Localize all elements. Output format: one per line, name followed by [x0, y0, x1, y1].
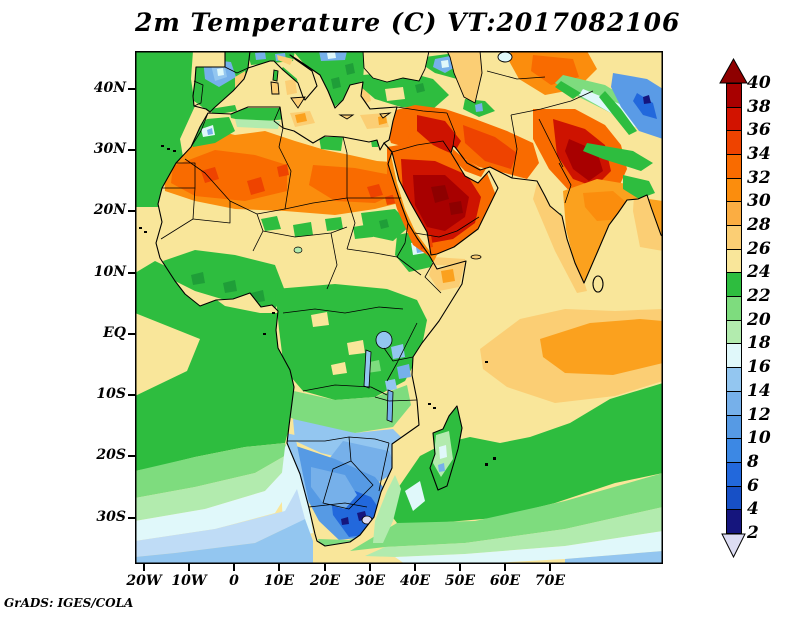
lon-label-20E: 20E	[309, 573, 341, 589]
colorbar-label-38: 38	[747, 96, 771, 117]
colorbar-under-arrow	[721, 533, 746, 558]
inland-seas-and-lakes	[293, 51, 513, 423]
lat-label-30N: 30N	[93, 141, 126, 157]
map-frame	[135, 51, 663, 564]
colorbar-label-12: 12	[747, 404, 771, 425]
colorbar-segment-14-16	[726, 367, 742, 392]
colorbar-segment-34-36	[726, 130, 742, 156]
colorbar-segment-8-10	[726, 438, 742, 463]
lat-label-10N: 10N	[93, 264, 126, 280]
colorbar-segment-36-38	[726, 106, 742, 132]
lat-label-20S: 20S	[96, 447, 126, 463]
lon-label-60E: 60E	[489, 573, 521, 589]
colorbar-label-28: 28	[747, 215, 771, 236]
lat-tick	[128, 455, 135, 457]
colorbar-label-2: 2	[747, 522, 759, 543]
colorbar-segment-12-14	[726, 390, 742, 416]
lat-label-EQ: EQ	[103, 325, 126, 341]
colorbar-segment-6-8	[726, 461, 742, 487]
colorbar-label-6: 6	[747, 475, 759, 496]
lon-label-20W: 20W	[126, 573, 162, 589]
lat-tick	[128, 210, 135, 212]
lon-label-70E: 70E	[534, 573, 566, 589]
lon-tick	[414, 564, 416, 571]
colorbar-label-34: 34	[747, 144, 771, 165]
colorbar-segment-26-28	[726, 225, 742, 250]
colorbar-segment-30-32	[726, 177, 742, 203]
lon-label-10E: 10E	[263, 573, 295, 589]
lon-tick	[459, 564, 461, 571]
lon-tick	[549, 564, 551, 571]
lat-tick	[128, 272, 135, 274]
lon-tick	[324, 564, 326, 571]
colorbar-segment-18-20	[726, 319, 742, 345]
colorbar-label-40: 40	[747, 73, 771, 93]
lon-label-10W: 10W	[171, 573, 207, 589]
page-title: 2m Temperature (C) VT:2017082106	[135, 8, 681, 37]
temperature-map	[135, 51, 663, 564]
lon-tick	[143, 564, 145, 571]
colorbar-label-32: 32	[747, 167, 771, 188]
colorbar-segment-38-40	[726, 83, 742, 108]
lon-tick	[278, 564, 280, 571]
lat-tick	[128, 333, 135, 335]
grads-credit: GrADS: IGES/COLA	[4, 596, 134, 610]
colorbar-segment-22-24	[726, 272, 742, 298]
colorbar-label-36: 36	[747, 120, 771, 141]
colorbar-label-26: 26	[747, 238, 771, 259]
colorbar-label-8: 8	[747, 451, 759, 472]
colorbar-label-14: 14	[747, 380, 771, 401]
lat-label-10S: 10S	[96, 386, 126, 402]
lat-label-20N: 20N	[93, 202, 126, 218]
colorbar-label-24: 24	[747, 262, 771, 283]
colorbar-label-30: 30	[747, 191, 771, 212]
map-plot	[135, 51, 663, 564]
colorbar-over-arrow	[719, 58, 748, 84]
lat-label-40N: 40N	[93, 80, 126, 96]
colorbar-label-16: 16	[747, 357, 771, 378]
lat-tick	[128, 517, 135, 519]
colorbar-segment-4-6	[726, 485, 742, 511]
lon-tick	[369, 564, 371, 571]
lon-tick	[233, 564, 235, 571]
colorbar-label-20: 20	[747, 309, 771, 330]
lat-tick	[128, 149, 135, 151]
colorbar-segment-32-34	[726, 154, 742, 179]
colorbar-segment-20-22	[726, 296, 742, 321]
colorbar-segment-28-30	[726, 201, 742, 227]
lon-label-50E: 50E	[444, 573, 476, 589]
lon-tick	[188, 564, 190, 571]
colorbar-segment-10-12	[726, 414, 742, 440]
colorbar-segment-24-26	[726, 248, 742, 274]
lon-tick	[504, 564, 506, 571]
country-borders	[160, 66, 594, 510]
coastlines	[155, 51, 663, 547]
colorbar-label-18: 18	[747, 333, 771, 354]
colorbar-label-10: 10	[747, 428, 771, 449]
colorbar-label-22: 22	[747, 286, 771, 307]
lat-label-30S: 30S	[96, 509, 126, 525]
lon-label-30E: 30E	[354, 573, 386, 589]
islands	[139, 69, 496, 466]
colorbar-segment-2-4	[726, 509, 742, 534]
colorbar-segment-16-18	[726, 343, 742, 369]
lat-tick	[128, 394, 135, 396]
lat-tick	[128, 88, 135, 90]
lon-label-0: 0	[229, 573, 239, 589]
colorbar-label-4: 4	[747, 499, 759, 520]
lon-label-40E: 40E	[399, 573, 431, 589]
